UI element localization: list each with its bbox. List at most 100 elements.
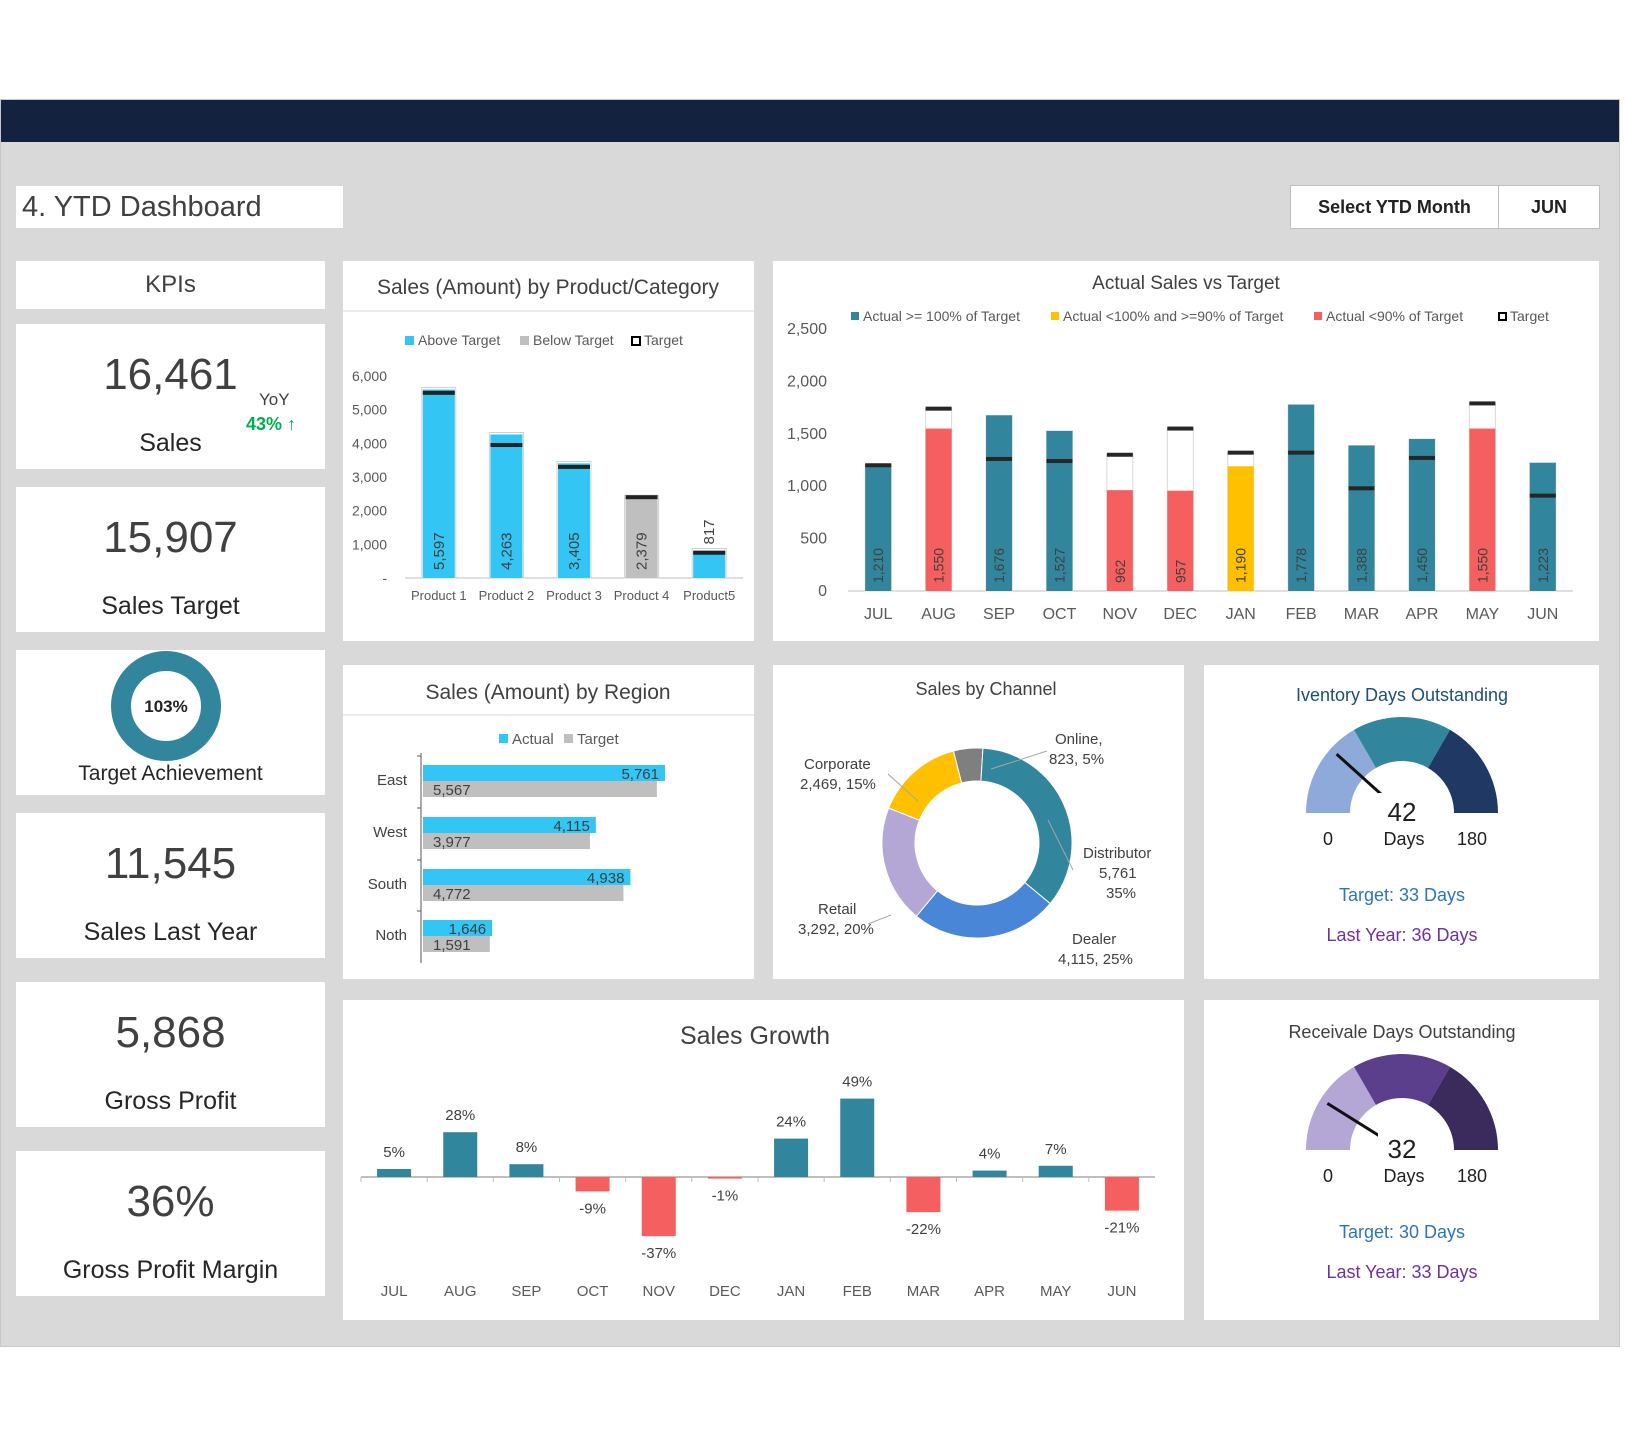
- slice-label-name: Retail: [818, 901, 856, 918]
- yoy-label: YoY: [259, 390, 290, 409]
- region-chart-panel: Sales (Amount) by Region Actual Target East…: [343, 665, 754, 979]
- actual-vs-target-chart: Actual Sales vs Target Actual >= 100% of …: [787, 273, 1573, 623]
- gauge-last-year: Last Year: 33 Days: [1326, 1262, 1477, 1282]
- bar-jun: [1104, 1177, 1139, 1211]
- slice-label-name: Online,: [1055, 731, 1103, 748]
- bar-value-label: -21%: [1104, 1220, 1139, 1237]
- bar-value-label: 1,223: [1535, 548, 1551, 583]
- dashboard-frame: 4. YTD Dashboard Select YTD Month JUN KP…: [0, 99, 1620, 1347]
- ytd-month-selector[interactable]: Select YTD Month JUN: [1290, 185, 1600, 229]
- y-tick-label: 1,000: [787, 478, 827, 495]
- target-value-label: 1,591: [433, 937, 471, 954]
- x-tick-label: JUN: [1107, 1283, 1136, 1300]
- target-marker-apr: [1408, 455, 1435, 460]
- ytd-month-value[interactable]: JUN: [1530, 196, 1567, 217]
- slice-label-name: Distributor: [1083, 845, 1151, 862]
- growth-chart: Sales Growth 5% JUL 28% AUG 8% SEP -9% OCT -37% NO…: [360, 1022, 1155, 1300]
- legend-label-actual-100-and-90-of-target: Actual <100% and >=90% of Target: [1063, 308, 1284, 324]
- legend-swatch-target: [564, 734, 573, 743]
- kpi-sales-card: 16,461 Sales YoY 43% ↑: [16, 324, 325, 469]
- region-chart: Sales (Amount) by Region Actual Target East…: [343, 681, 754, 963]
- x-tick-label: AUG: [444, 1283, 477, 1300]
- bar-value-label: -1%: [712, 1188, 739, 1205]
- bar-value-label: 957: [1172, 559, 1188, 583]
- bar-value-label: 4,263: [498, 532, 515, 570]
- target-value-label: 5,567: [433, 782, 471, 799]
- x-tick-label: NOV: [1103, 606, 1138, 623]
- gauge-title: Iventory Days Outstanding: [1296, 685, 1508, 705]
- bar-may: [1038, 1165, 1073, 1177]
- gauge-target: Target: 30 Days: [1339, 1222, 1465, 1242]
- y-tick-label: 1,000: [352, 536, 387, 552]
- x-tick-label: OCT: [577, 1283, 609, 1300]
- gauge-target: Target: 33 Days: [1339, 885, 1465, 905]
- y-tick-label: 1,500: [787, 426, 827, 443]
- bar-value-label: 7%: [1045, 1141, 1067, 1158]
- x-tick-label: AUG: [921, 606, 956, 623]
- legend-swatch-actual-90-of-target: [1314, 312, 1322, 320]
- gauge-last-year: Last Year: 36 Days: [1326, 925, 1477, 945]
- arrow-up-icon: ↑: [287, 414, 297, 434]
- bar-target-east: [423, 781, 657, 797]
- bar-value-label: 24%: [776, 1114, 806, 1131]
- bar-value-label: -37%: [641, 1245, 676, 1262]
- gauge-unit: Days: [1383, 1166, 1424, 1186]
- target-marker-sep: [986, 456, 1013, 461]
- actual-vs-target-panel: Actual Sales vs Target Actual >= 100% of …: [773, 261, 1599, 641]
- gauge-segment-1: [1306, 729, 1376, 813]
- gauge-segment-2: [1354, 717, 1450, 768]
- target-marker-mar: [1348, 486, 1375, 491]
- chart-title: Sales by Channel: [915, 679, 1056, 699]
- bar-actual-south: [423, 869, 631, 885]
- legend-swatch-above-target: [405, 336, 414, 345]
- y-tick-label: 0: [818, 583, 827, 600]
- target-marker-feb: [1288, 450, 1315, 455]
- target-marker-jul: [865, 463, 892, 468]
- chart-title: Sales (Amount) by Product/Category: [377, 276, 719, 299]
- bar-dec: [1167, 490, 1194, 591]
- gross-profit-label: Gross Profit: [104, 1087, 237, 1115]
- y-tick-label: 4,000: [352, 435, 387, 451]
- bar-product-1: [422, 389, 455, 578]
- page-title: 4. YTD Dashboard: [16, 186, 343, 228]
- target-marker-oct: [1046, 459, 1073, 464]
- y-tick-label: 5,000: [352, 402, 387, 418]
- legend-swatch-target: [1498, 312, 1507, 321]
- slice-label-name: Dealer: [1072, 931, 1116, 948]
- bar-value-label: 49%: [842, 1074, 872, 1091]
- bar-value-label: 1,778: [1293, 548, 1309, 583]
- bar-sep: [509, 1164, 544, 1177]
- actual-value-label: 5,761: [621, 766, 659, 783]
- bar-dec: [707, 1177, 742, 1179]
- actual-value-label: 1,646: [449, 921, 487, 938]
- kpi-gross-margin-card: 36% Gross Profit Margin: [16, 1151, 325, 1296]
- product-chart-panel: Sales (Amount) by Product/Category Above …: [343, 261, 754, 641]
- slice-label-value: 2,469, 15%: [800, 776, 876, 793]
- legend-label-above-target: Above Target: [418, 332, 500, 348]
- x-tick-label: FEB: [1286, 606, 1317, 623]
- target-value-label: 4,772: [433, 886, 471, 903]
- target-value-label: 3,977: [433, 834, 471, 851]
- yoy-percent: 43%: [246, 414, 283, 434]
- legend-label-below-target: Below Target: [533, 332, 614, 348]
- legend-swatch-target: [631, 336, 641, 346]
- kpi-sales-target-card: 15,907 Sales Target: [16, 487, 325, 632]
- x-tick-label: JUL: [381, 1283, 408, 1300]
- gauge-segment-3: [1428, 1066, 1498, 1150]
- legend-label-target: Target: [1510, 308, 1549, 324]
- gauge-unit: Days: [1383, 829, 1424, 849]
- bar-feb: [1288, 404, 1315, 591]
- bar-value-label: 2,379: [634, 532, 651, 570]
- x-tick-label: MAY: [1466, 606, 1500, 623]
- legend-label-actual: Actual: [512, 731, 554, 748]
- bar-jan: [1227, 466, 1254, 591]
- bar-value-label: 962: [1112, 559, 1128, 583]
- bar-value-label: 1,388: [1354, 548, 1370, 583]
- bar-value-label: 817: [701, 519, 718, 544]
- x-tick-label: Product 3: [546, 588, 602, 603]
- bar-value-label: 1,210: [870, 548, 886, 583]
- bar-value-label: 1,190: [1233, 548, 1249, 583]
- sales-target-label: Sales Target: [101, 592, 240, 620]
- gauge-segment-2: [1354, 1054, 1450, 1105]
- gross-margin-value: 36%: [126, 1177, 215, 1226]
